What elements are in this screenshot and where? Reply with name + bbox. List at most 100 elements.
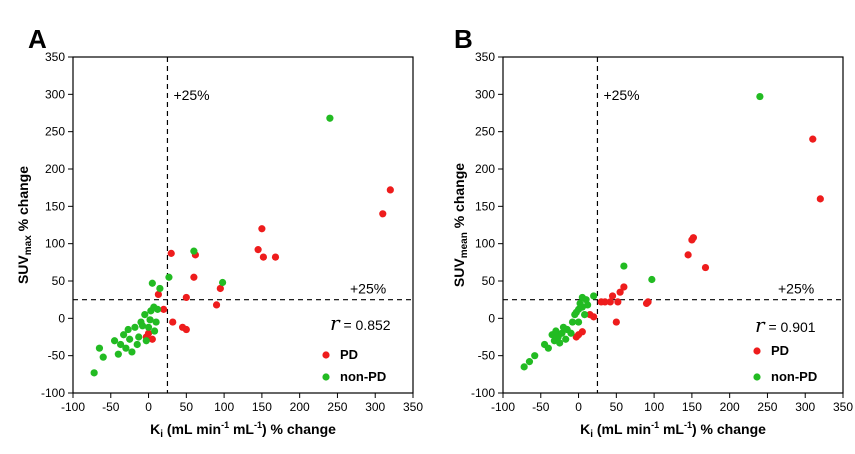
data-point bbox=[574, 318, 583, 326]
data-point bbox=[131, 323, 139, 331]
y-tick-label: 150 bbox=[475, 199, 495, 213]
plot-frame bbox=[72, 56, 414, 394]
data-point bbox=[258, 225, 266, 233]
data-point bbox=[212, 301, 221, 309]
x-axis-title-superscript: -1 bbox=[651, 420, 659, 430]
y-axis-title-subscript: max bbox=[23, 235, 34, 255]
data-point bbox=[146, 316, 154, 324]
data-point bbox=[122, 344, 130, 352]
data-point bbox=[190, 247, 198, 255]
data-point bbox=[590, 292, 598, 300]
data-point bbox=[99, 353, 107, 361]
x-tick-label: -100 bbox=[491, 400, 515, 414]
x-axis-title-part: (mL min bbox=[593, 421, 651, 437]
data-point bbox=[701, 263, 710, 272]
y-axis-title-rest: % change bbox=[15, 166, 31, 235]
plot-frame bbox=[502, 56, 844, 394]
data-point bbox=[568, 318, 577, 326]
x-axis-title-part: mL bbox=[229, 421, 254, 437]
data-point bbox=[117, 340, 125, 349]
data-point bbox=[154, 290, 162, 299]
data-point bbox=[135, 333, 143, 341]
x-tick-label: -100 bbox=[61, 400, 85, 414]
data-point bbox=[148, 335, 156, 343]
data-point bbox=[167, 249, 175, 257]
y-tick-label: 350 bbox=[475, 50, 495, 64]
x-axis-title-main: K bbox=[150, 421, 160, 437]
data-point bbox=[620, 283, 628, 291]
y-tick-label: 50 bbox=[482, 274, 496, 288]
x-tick-label: 100 bbox=[214, 400, 234, 414]
legend-label: non-PD bbox=[340, 369, 386, 384]
x-axis-title-main: K bbox=[580, 421, 590, 437]
correlation-value: = 0.852 bbox=[340, 317, 391, 333]
x-tick-label: 50 bbox=[610, 400, 624, 414]
data-point bbox=[144, 323, 153, 331]
data-point bbox=[606, 298, 614, 306]
panel-label: B bbox=[454, 24, 473, 54]
data-point bbox=[552, 327, 560, 335]
data-point bbox=[160, 305, 168, 313]
x-tick-label: 0 bbox=[145, 400, 152, 414]
y-tick-label: 150 bbox=[45, 199, 65, 213]
data-point bbox=[544, 344, 552, 352]
data-point bbox=[601, 298, 609, 306]
y-axis-title-main: SUV bbox=[15, 255, 31, 284]
data-point bbox=[120, 331, 128, 339]
y-tick-label: 100 bbox=[45, 237, 65, 251]
y-tick-label: 250 bbox=[45, 125, 65, 139]
data-point bbox=[95, 344, 104, 352]
x-tick-label: 0 bbox=[575, 400, 582, 414]
series-non-pd bbox=[520, 92, 764, 371]
x-tick-label: 250 bbox=[327, 400, 347, 414]
data-point bbox=[648, 275, 656, 284]
correlation-symbol: r bbox=[755, 313, 766, 337]
threshold-x-label: +25% bbox=[173, 87, 209, 103]
panel-label: A bbox=[28, 24, 47, 54]
legend-label: PD bbox=[771, 343, 789, 358]
y-tick-label: 350 bbox=[45, 50, 65, 64]
series-non-pd bbox=[90, 114, 334, 377]
y-tick-label: 250 bbox=[475, 125, 495, 139]
data-point bbox=[590, 313, 598, 321]
data-point bbox=[110, 337, 119, 345]
data-point bbox=[558, 329, 566, 337]
y-tick-label: -100 bbox=[41, 386, 65, 400]
x-tick-label: 300 bbox=[795, 400, 815, 414]
data-point bbox=[584, 301, 592, 309]
data-point bbox=[169, 318, 177, 326]
data-point bbox=[124, 325, 132, 334]
y-axis-title: SUVmax % change bbox=[15, 166, 34, 284]
x-axis-title-superscript: -1 bbox=[254, 420, 262, 430]
x-axis-title-subscript: i bbox=[160, 429, 163, 440]
data-point bbox=[608, 292, 617, 300]
data-point bbox=[581, 311, 589, 319]
y-tick-label: 200 bbox=[45, 162, 65, 176]
data-point bbox=[165, 273, 173, 281]
data-point bbox=[809, 135, 817, 143]
x-axis-title-part: (mL min bbox=[163, 421, 221, 437]
data-point bbox=[259, 253, 267, 261]
legend: PD non-PD bbox=[753, 343, 817, 384]
data-point bbox=[128, 348, 136, 356]
data-point bbox=[190, 273, 198, 281]
threshold-y-label: +25% bbox=[778, 281, 814, 297]
y-tick-label: -100 bbox=[471, 386, 495, 400]
data-point bbox=[154, 305, 162, 313]
correlation-text: r = 0.901 bbox=[755, 313, 816, 337]
data-point bbox=[386, 186, 394, 194]
data-point bbox=[271, 253, 280, 261]
threshold-x-label: +25% bbox=[603, 87, 639, 103]
y-tick-label: 0 bbox=[488, 311, 495, 325]
x-tick-label: 350 bbox=[833, 400, 853, 414]
series-pd bbox=[572, 135, 824, 341]
panel-a: A -100 -50 0 50 100 150 200 250 300 350 -100 -50 0 50 1… bbox=[15, 24, 423, 440]
data-point bbox=[689, 234, 698, 242]
data-point bbox=[614, 298, 622, 306]
x-axis-title: Ki (mL min-1 mL-1) % change bbox=[150, 420, 336, 440]
x-axis-title-part: mL bbox=[659, 421, 684, 437]
x-axis-title-part: ) % change bbox=[692, 421, 766, 437]
data-point bbox=[684, 251, 692, 259]
data-point bbox=[216, 284, 224, 293]
